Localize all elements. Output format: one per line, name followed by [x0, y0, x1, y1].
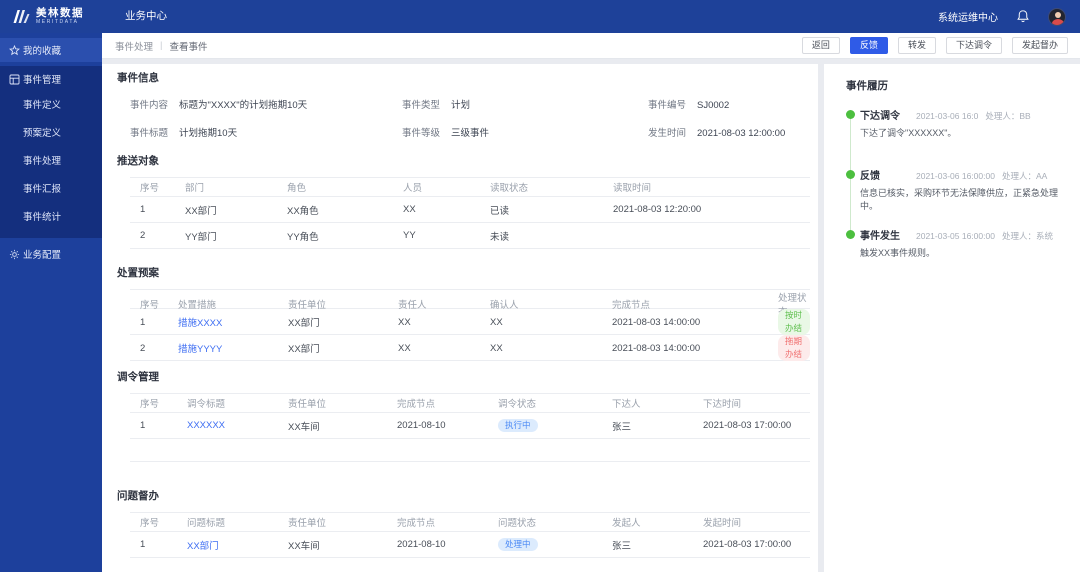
- sidebar-item-business-config[interactable]: 业务配置: [0, 241, 102, 267]
- timeline-item-time: 2021-03-06 16:0: [916, 111, 979, 121]
- notification-bell-icon[interactable]: [1016, 9, 1030, 24]
- status-badge-ontime: 按时办结: [778, 309, 810, 335]
- timeline-dot-icon: [846, 230, 855, 239]
- timeline-item-handler: 处理人：AA: [1001, 171, 1048, 181]
- plan-measure-link[interactable]: 措施YYYY: [178, 344, 223, 355]
- sidebar-item-event-handling[interactable]: 事件处理: [23, 156, 62, 167]
- table-header-row: 序号 调令标题 责任单位 完成节点 调令状态 下达人 下达时间: [130, 393, 810, 413]
- timeline-item-time: 2021-03-05 16:00:00: [916, 231, 995, 241]
- timeline-item-handler: 处理人：BB: [985, 111, 1031, 121]
- table-row: 1 XX部门 XX角色 XX 已读 2021-08-03 12:20:00: [130, 197, 810, 223]
- user-avatar[interactable]: [1048, 7, 1066, 26]
- sidebar-item-event-definition[interactable]: 事件定义: [23, 100, 62, 111]
- table-row: 1 XX部门 XX车间 2021-08-10 处理中 张三 2021-08-03…: [130, 532, 810, 558]
- table-row: 2 措施YYYY XX部门 XX XX 2021-08-03 14:00:00 …: [130, 335, 810, 361]
- sidebar-item-label: 业务配置: [23, 250, 62, 261]
- breadcrumb: 事件处理 | 查看事件: [102, 39, 208, 53]
- breadcrumb-section[interactable]: 事件处理: [115, 41, 154, 53]
- breadcrumb-separator: |: [160, 40, 163, 51]
- orders-title: 调令管理: [117, 371, 159, 383]
- table-row: 1 措施XXXX XX部门 XX XX 2021-08-03 14:00:00 …: [130, 309, 810, 335]
- system-ops-center-link[interactable]: 系统运维中心: [938, 13, 998, 24]
- issues-title: 问题督办: [117, 490, 159, 502]
- table-header-row: 序号 问题标题 责任单位 完成节点 问题状态 发起人 发起时间: [130, 512, 810, 532]
- page-actions: 返回 反馈 转发 下达调令 发起督办: [801, 37, 1080, 54]
- event-info-fields: 事件内容 标题为"XXXX"的计划拖期10天 事件类型 计划 事件编号 SJ0002 …: [115, 97, 810, 139]
- plans-title: 处置预案: [117, 267, 159, 279]
- table-header-row: 序号 处置措施 责任单位 责任人 确认人 完成节点 处理状态: [130, 289, 810, 318]
- timeline-item: 反馈 2021-03-06 16:00:00 处理人：AA 信息已核实，采购环节…: [846, 167, 1068, 227]
- timeline-dot-icon: [846, 170, 855, 179]
- logo-name: 美林数据: [36, 6, 84, 19]
- orders-table: 序号 调令标题 责任单位 完成节点 调令状态 下达人 下达时间 1 XXXXXX…: [130, 393, 810, 439]
- event-history-panel: 事件履历 下达调令 2021-03-06 16:0 处理人：BB 下达了调令"X…: [824, 64, 1080, 572]
- back-button[interactable]: 返回: [801, 37, 840, 54]
- table-row: 2 YY部门 YY角色 YY 未读: [130, 223, 810, 249]
- push-targets-table: 序号 部门 角色 人员 读取状态 读取时间 1 XX部门 XX角色 XX 已读 …: [130, 177, 810, 249]
- event-history-title: 事件履历: [846, 80, 888, 92]
- timeline-item: 下达调令 2021-03-06 16:0 处理人：BB 下达了调令"XXXXXX…: [846, 107, 1068, 167]
- table-row: 1 XXXXXX XX车间 2021-08-10 执行中 张三 2021-08-…: [130, 413, 810, 439]
- timeline-dot-icon: [846, 110, 855, 119]
- timeline-item: 事件发生 2021-03-05 16:00:00 处理人：系统 触发XX事件规则…: [846, 227, 1068, 287]
- status-badge-executing: 执行中: [498, 419, 538, 432]
- timeline-item-title: 下达调令: [860, 111, 900, 122]
- top-bar: 美林数据 MERITDATA 业务中心 系统运维中心: [0, 0, 1080, 33]
- breadcrumb-current: 查看事件: [169, 41, 208, 53]
- field-occur-time: 发生时间 2021-08-03 12:00:00: [648, 128, 786, 139]
- status-badge-processing: 处理中: [498, 538, 538, 551]
- timeline-item-detail: 下达了调令"XXXXXX"。: [860, 128, 957, 138]
- sidebar-item-favorites[interactable]: 我的收藏: [0, 38, 102, 62]
- forward-button[interactable]: 转发: [897, 37, 936, 54]
- event-detail-panel: 事件信息 事件内容 标题为"XXXX"的计划拖期10天 事件类型 计划 事件编号 SJ…: [102, 64, 818, 572]
- logo-mark-icon: [13, 10, 30, 23]
- breadcrumb-action-bar: 事件处理 | 查看事件 返回 反馈 转发 下达调令 发起督办: [102, 33, 1080, 59]
- sidebar-item-event-statistics[interactable]: 事件统计: [23, 212, 62, 223]
- timeline-item-handler: 处理人：系统: [1001, 231, 1053, 241]
- gear-icon: [9, 249, 20, 259]
- dispatch-order-button[interactable]: 下达调令: [945, 37, 1002, 54]
- timeline-item-detail: 信息已核实，采购环节无法保障供应，正紧急处理中。: [860, 188, 1059, 212]
- sidebar-group-event-management: 事件管理 事件定义 预案定义 事件处理 事件汇报 事件统计: [0, 66, 102, 238]
- nav-business-center[interactable]: 业务中心: [125, 10, 167, 22]
- plan-measure-link[interactable]: 措施XXXX: [178, 318, 223, 329]
- sidebar-item-label: 事件管理: [23, 75, 62, 86]
- issues-table: 序号 问题标题 责任单位 完成节点 问题状态 发起人 发起时间 1 XX部门 X…: [130, 512, 810, 558]
- order-title-link[interactable]: XXXXXX: [187, 420, 226, 431]
- sidebar-item-label: 我的收藏: [23, 46, 62, 57]
- timeline-item-title: 事件发生: [860, 231, 900, 242]
- feedback-button[interactable]: 反馈: [849, 37, 888, 54]
- field-event-title: 事件标题 计划拖期10天: [130, 128, 238, 139]
- table-header-row: 序号 部门 角色 人员 读取状态 读取时间: [130, 177, 810, 197]
- meritdata-logo: 美林数据 MERITDATA: [0, 8, 102, 26]
- sidebar-item-event-management[interactable]: 事件管理: [0, 66, 102, 92]
- issue-title-link[interactable]: XX部门: [187, 540, 219, 552]
- sidebar-item-event-report[interactable]: 事件汇报: [23, 184, 62, 195]
- push-targets-title: 推送对象: [117, 155, 159, 167]
- star-icon: [9, 44, 20, 55]
- field-event-level: 事件等级 三级事件: [402, 128, 490, 139]
- grid-icon: [9, 74, 20, 84]
- event-history-timeline: 下达调令 2021-03-06 16:0 处理人：BB 下达了调令"XXXXXX…: [846, 107, 1068, 287]
- timeline-item-detail: 触发XX事件规则。: [860, 248, 936, 258]
- sidebar: 我的收藏 事件管理 事件定义 预案定义 事件处理 事件汇报 事件统计 业务配置: [0, 33, 102, 572]
- field-event-content: 事件内容 标题为"XXXX"的计划拖期10天: [130, 100, 308, 111]
- field-event-type: 事件类型 计划: [402, 100, 471, 111]
- initiate-supervision-button[interactable]: 发起督办: [1011, 37, 1068, 54]
- event-info-title: 事件信息: [117, 72, 159, 84]
- timeline-item-time: 2021-03-06 16:00:00: [916, 171, 995, 181]
- field-event-number: 事件编号 SJ0002: [648, 100, 730, 111]
- logo-subtitle: MERITDATA: [36, 19, 79, 26]
- section-divider: [130, 461, 810, 462]
- timeline-item-title: 反馈: [860, 171, 880, 182]
- sidebar-item-plan-definition[interactable]: 预案定义: [23, 128, 62, 139]
- status-badge-overdue: 拖期办结: [778, 335, 810, 361]
- plans-table: 序号 处置措施 责任单位 责任人 确认人 完成节点 处理状态 1 措施XXXX …: [130, 289, 810, 361]
